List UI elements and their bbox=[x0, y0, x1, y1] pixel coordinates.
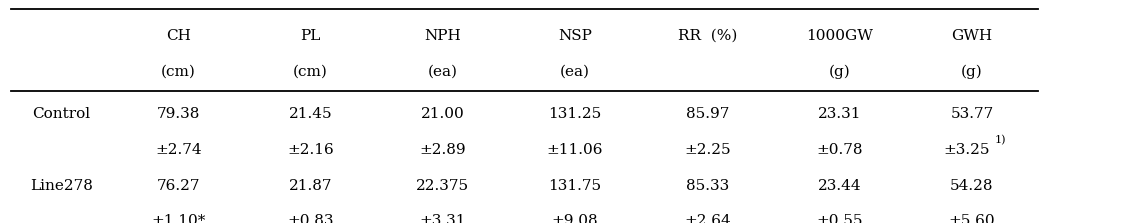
Text: 53.77: 53.77 bbox=[951, 107, 993, 121]
Text: 23.31: 23.31 bbox=[818, 107, 861, 121]
Text: ±2.89: ±2.89 bbox=[419, 143, 466, 157]
Text: 22.375: 22.375 bbox=[416, 179, 470, 192]
Text: ±3.31: ±3.31 bbox=[419, 214, 466, 223]
Text: ±2.64: ±2.64 bbox=[684, 214, 731, 223]
Text: 85.33: 85.33 bbox=[686, 179, 729, 192]
Text: 1): 1) bbox=[994, 135, 1006, 145]
Text: 79.38: 79.38 bbox=[157, 107, 200, 121]
Text: 131.75: 131.75 bbox=[548, 179, 602, 192]
Text: ±2.74: ±2.74 bbox=[155, 143, 202, 157]
Text: ±9.08: ±9.08 bbox=[552, 214, 599, 223]
Text: (g): (g) bbox=[961, 64, 983, 78]
Text: ±5.60: ±5.60 bbox=[948, 214, 995, 223]
Text: ±1.10*: ±1.10* bbox=[151, 214, 205, 223]
Text: CH: CH bbox=[166, 29, 191, 43]
Text: NSP: NSP bbox=[558, 29, 592, 43]
Text: ±11.06: ±11.06 bbox=[547, 143, 603, 157]
Text: 21.00: 21.00 bbox=[420, 107, 465, 121]
Text: 85.97: 85.97 bbox=[686, 107, 729, 121]
Text: GWH: GWH bbox=[952, 29, 992, 43]
Text: ±0.55: ±0.55 bbox=[816, 214, 863, 223]
Text: (cm): (cm) bbox=[160, 64, 196, 78]
Text: ±0.83: ±0.83 bbox=[287, 214, 334, 223]
Text: (g): (g) bbox=[828, 64, 851, 78]
Text: ±2.25: ±2.25 bbox=[684, 143, 731, 157]
Text: 1000GW: 1000GW bbox=[806, 29, 873, 43]
Text: (cm): (cm) bbox=[293, 64, 328, 78]
Text: PL: PL bbox=[300, 29, 321, 43]
Text: ±2.16: ±2.16 bbox=[287, 143, 334, 157]
Text: 21.87: 21.87 bbox=[289, 179, 332, 192]
Text: 23.44: 23.44 bbox=[818, 179, 861, 192]
Text: Line278: Line278 bbox=[30, 179, 93, 192]
Text: (ea): (ea) bbox=[428, 64, 457, 78]
Text: Control: Control bbox=[33, 107, 91, 121]
Text: 131.25: 131.25 bbox=[548, 107, 602, 121]
Text: NPH: NPH bbox=[425, 29, 461, 43]
Text: ±3.25: ±3.25 bbox=[943, 143, 990, 157]
Text: 76.27: 76.27 bbox=[157, 179, 200, 192]
Text: 54.28: 54.28 bbox=[951, 179, 993, 192]
Text: (ea): (ea) bbox=[560, 64, 590, 78]
Text: ±0.78: ±0.78 bbox=[816, 143, 863, 157]
Text: RR  (%): RR (%) bbox=[678, 29, 736, 43]
Text: 21.45: 21.45 bbox=[289, 107, 332, 121]
